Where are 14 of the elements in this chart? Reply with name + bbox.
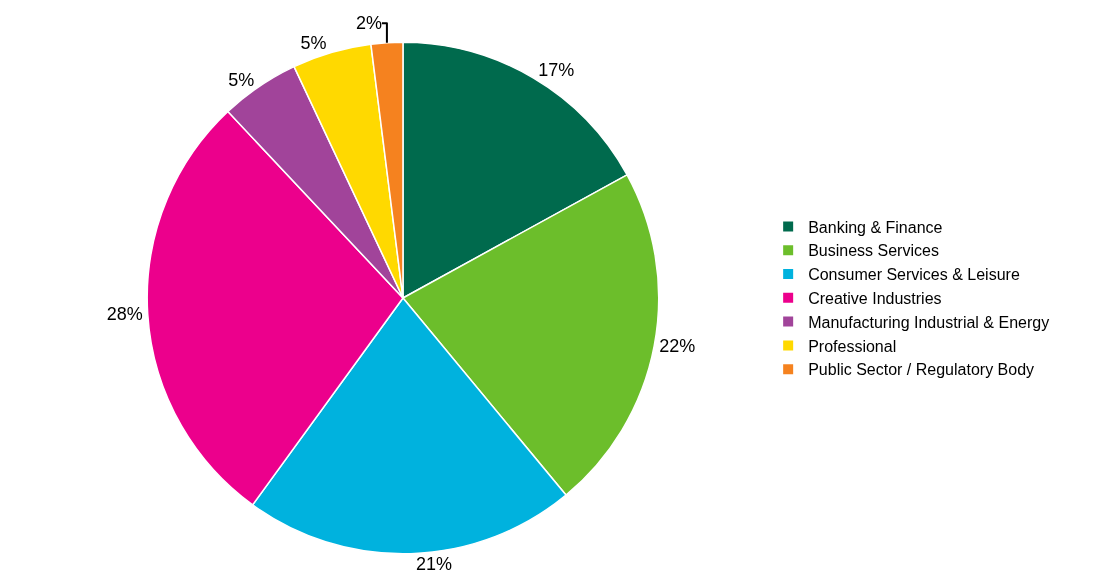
legend-label: Business Services: [808, 242, 939, 260]
data-label: 28%: [106, 304, 143, 325]
legend-label: Consumer Services & Leisure: [808, 266, 1020, 284]
data-label: 5%: [228, 69, 255, 90]
legend-label: Public Sector / Regulatory Body: [808, 361, 1035, 379]
legend-label: Banking & Finance: [808, 218, 943, 236]
data-label: 22%: [659, 336, 696, 357]
legend-label: Professional: [808, 337, 897, 355]
data-label: 2%: [355, 13, 382, 34]
legend-label: Creative Industries: [808, 290, 942, 308]
data-label: 5%: [300, 33, 327, 54]
data-label: 17%: [538, 60, 575, 81]
data-label: 21%: [416, 553, 453, 574]
legend-label: Manufacturing Industrial & Energy: [808, 313, 1050, 331]
